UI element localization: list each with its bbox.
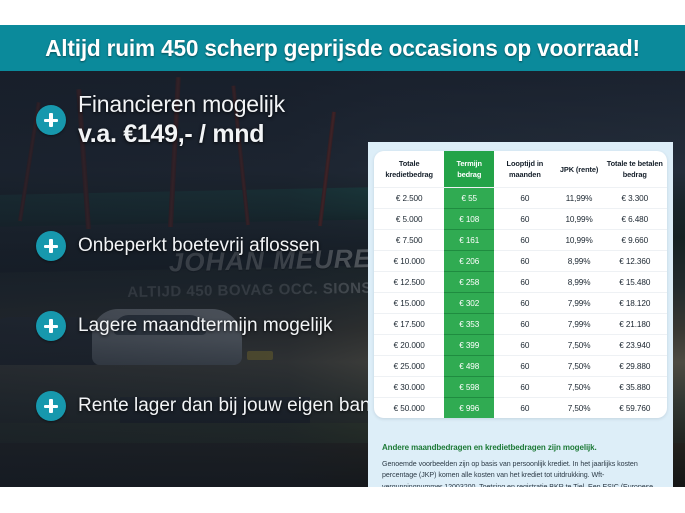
table-cell: € 18.120	[602, 292, 667, 314]
table-cell: € 55	[444, 187, 495, 209]
table-row: € 7.500 € 161 60 10,99% € 9.660	[374, 229, 667, 251]
plus-icon	[36, 231, 66, 261]
table-cell: € 6.480	[602, 208, 667, 230]
plus-icon	[36, 391, 66, 421]
disclaimer-block: Andere maandbedragen en kredietbedragen …	[382, 443, 660, 487]
table-cell: 10,99%	[555, 208, 603, 230]
table-cell: 60	[494, 397, 556, 419]
table-row: € 12.500 € 258 60 8,99% € 15.480	[374, 271, 667, 293]
table-cell: € 35.880	[602, 376, 667, 398]
benefit-financing-line2: v.a. €149,- / mnd	[78, 120, 265, 148]
table-row: € 2.500 € 55 60 11,99% € 3.300	[374, 187, 667, 209]
table-cell: € 258	[444, 271, 495, 293]
table-cell: € 3.300	[602, 187, 667, 209]
table-cell: € 161	[444, 229, 495, 251]
table-cell: € 996	[444, 397, 495, 419]
table-row: € 5.000 € 108 60 10,99% € 6.480	[374, 208, 667, 230]
table-cell: € 50.000	[374, 397, 445, 419]
benefit-item-lower-installment: Lagere maandtermijn mogelijk	[36, 311, 333, 341]
table-cell: € 20.000	[374, 334, 445, 356]
table-cell: € 21.180	[602, 313, 667, 335]
table-cell: 60	[494, 313, 556, 335]
table-cell: 7,50%	[555, 397, 603, 419]
disclaimer-body: Genoemde voorbeelden zijn op basis van p…	[382, 460, 654, 487]
table-cell: € 5.000	[374, 208, 445, 230]
benefit-lower-interest-label: Rente lager dan bij jouw eigen bank	[78, 395, 381, 416]
col-header-interest: JPK (rente)	[559, 164, 599, 174]
col-header-total-payable: Totale te betalen bedrag	[606, 159, 663, 180]
table-cell: € 498	[444, 355, 495, 377]
table-cell: € 15.480	[602, 271, 667, 293]
plus-icon	[36, 105, 66, 135]
benefit-item-early-repayment: Onbeperkt boetevrij aflossen	[36, 231, 320, 261]
benefit-financing-line1: Financieren mogelijk	[78, 91, 285, 117]
finance-table: Totale kredietbedrag Termijn bedrag Loop…	[374, 151, 667, 419]
table-cell: € 17.500	[374, 313, 445, 335]
headline-banner: Altijd ruim 450 scherp geprijsde occasio…	[0, 25, 685, 71]
table-header-row: Totale kredietbedrag Termijn bedrag Loop…	[374, 151, 667, 188]
table-cell: 7,50%	[555, 334, 603, 356]
table-row: € 17.500 € 353 60 7,99% € 21.180	[374, 313, 667, 335]
table-cell: 60	[494, 292, 556, 314]
table-cell: 60	[494, 229, 556, 251]
table-cell: € 12.500	[374, 271, 445, 293]
table-cell: 7,50%	[555, 376, 603, 398]
table-row: € 50.000 € 996 60 7,50% € 59.760	[374, 397, 667, 419]
photo-body: JOHAN MEURE ALTIJD 450 BOVAG OCC. SIONS …	[0, 71, 685, 487]
table-cell: 60	[494, 271, 556, 293]
finance-table-head: Totale kredietbedrag Termijn bedrag Loop…	[374, 151, 667, 188]
finance-table-body: € 2.500 € 55 60 11,99% € 3.300 € 5.000 € 108 60…	[374, 187, 667, 419]
table-cell: € 7.500	[374, 229, 445, 251]
table-cell: 11,99%	[555, 187, 603, 209]
table-cell: € 10.000	[374, 250, 445, 272]
table-cell: 10,99%	[555, 229, 603, 251]
table-cell: € 23.940	[602, 334, 667, 356]
table-cell: € 2.500	[374, 187, 445, 209]
table-cell: € 29.880	[602, 355, 667, 377]
table-row: € 30.000 € 598 60 7,50% € 35.880	[374, 376, 667, 398]
table-cell: 60	[494, 355, 556, 377]
table-cell: 7,50%	[555, 355, 603, 377]
benefit-lower-installment-label: Lagere maandtermijn mogelijk	[78, 315, 333, 336]
table-cell: 8,99%	[555, 271, 603, 293]
table-row: € 15.000 € 302 60 7,99% € 18.120	[374, 292, 667, 314]
headline-text: Altijd ruim 450 scherp geprijsde occasio…	[45, 34, 640, 61]
disclaimer-title: Andere maandbedragen en kredietbedragen …	[382, 443, 597, 452]
table-cell: 7,99%	[555, 313, 603, 335]
table-cell: € 598	[444, 376, 495, 398]
plus-icon	[36, 311, 66, 341]
col-header-monthly-amount: Termijn bedrag	[444, 151, 495, 188]
table-cell: € 15.000	[374, 292, 445, 314]
table-row: € 20.000 € 399 60 7,50% € 23.940	[374, 334, 667, 356]
table-cell: 8,99%	[555, 250, 603, 272]
table-cell: 60	[494, 376, 556, 398]
table-row: € 10.000 € 206 60 8,99% € 12.360	[374, 250, 667, 272]
benefits-list: Financieren mogelijk v.a. €149,- / mnd O…	[0, 71, 380, 487]
table-cell: € 30.000	[374, 376, 445, 398]
table-cell: 7,99%	[555, 292, 603, 314]
table-cell: € 353	[444, 313, 495, 335]
col-header-duration: Looptijd in maanden	[506, 159, 544, 180]
table-cell: 60	[494, 334, 556, 356]
table-cell: € 12.360	[602, 250, 667, 272]
table-cell: € 399	[444, 334, 495, 356]
table-cell: € 9.660	[602, 229, 667, 251]
table-cell: 60	[494, 208, 556, 230]
table-cell: € 59.760	[602, 397, 667, 419]
table-cell: € 302	[444, 292, 495, 314]
table-row: € 25.000 € 498 60 7,50% € 29.880	[374, 355, 667, 377]
finance-table-card: Totale kredietbedrag Termijn bedrag Loop…	[374, 151, 667, 419]
table-cell: 60	[494, 187, 556, 209]
table-cell: € 108	[444, 208, 495, 230]
benefit-item-lower-interest: Rente lager dan bij jouw eigen bank	[36, 391, 380, 421]
col-header-total-credit: Totale kredietbedrag	[385, 159, 433, 180]
table-cell: 60	[494, 250, 556, 272]
table-cell: € 25.000	[374, 355, 445, 377]
benefit-item-financing: Financieren mogelijk v.a. €149,- / mnd	[36, 91, 285, 149]
benefit-early-repayment-label: Onbeperkt boetevrij aflossen	[78, 235, 320, 256]
table-cell: € 206	[444, 250, 495, 272]
finance-info-panel: Totale kredietbedrag Termijn bedrag Loop…	[368, 142, 673, 487]
